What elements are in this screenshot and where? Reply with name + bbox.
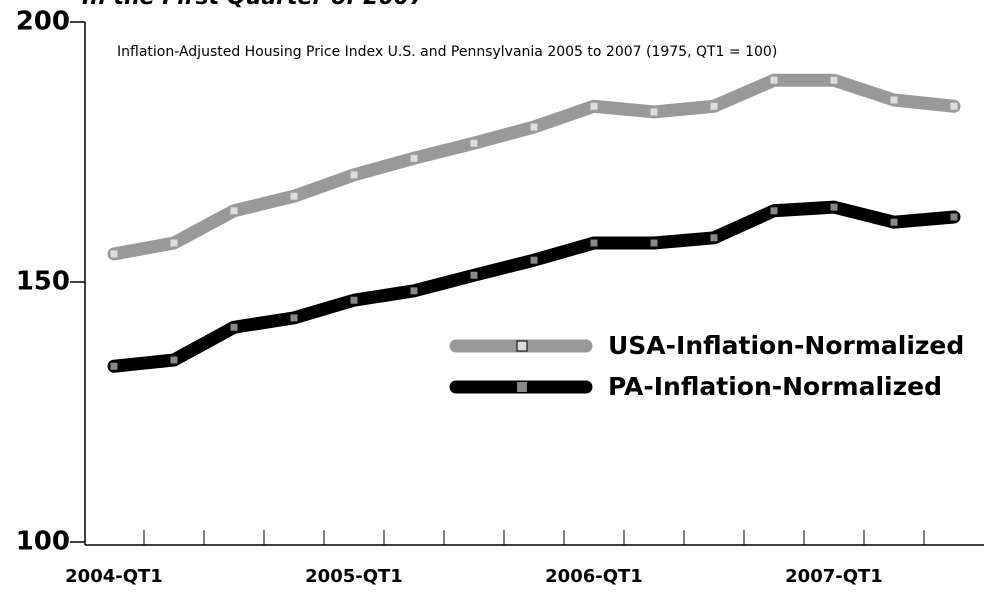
series-line <box>107 73 961 261</box>
legend-label: PA-Inflation-Normalized <box>608 372 942 401</box>
point-marker <box>110 362 118 370</box>
point-marker <box>590 102 598 110</box>
point-marker <box>890 218 898 226</box>
point-marker <box>170 356 178 364</box>
point-marker <box>830 203 838 211</box>
point-marker <box>890 96 898 104</box>
point-marker <box>290 314 298 322</box>
legend-marker <box>517 382 527 392</box>
point-marker <box>950 102 958 110</box>
y-tick-label: 100 <box>16 527 70 557</box>
point-marker <box>710 234 718 242</box>
point-marker <box>710 102 718 110</box>
x-tick-label: 2006-QT1 <box>545 566 643 587</box>
y-tick-label: 200 <box>16 7 70 37</box>
point-marker <box>950 213 958 221</box>
y-tick-label: 150 <box>16 267 70 297</box>
point-marker <box>290 192 298 200</box>
point-marker <box>110 250 118 258</box>
x-tick-label: 2007-QT1 <box>785 566 883 587</box>
point-marker <box>410 154 418 162</box>
legend-marker <box>516 340 528 352</box>
point-marker <box>470 271 478 279</box>
point-marker <box>350 171 358 179</box>
chart-title: In the First Quarter of 2007 <box>82 0 425 10</box>
x-tick-label: 2005-QT1 <box>305 566 403 587</box>
point-marker <box>530 256 538 264</box>
point-marker <box>830 76 838 84</box>
point-marker <box>470 139 478 147</box>
point-marker <box>770 76 778 84</box>
legend-label: USA-Inflation-Normalized <box>608 331 964 360</box>
point-marker <box>590 239 598 247</box>
point-marker <box>230 323 238 331</box>
point-marker <box>350 296 358 304</box>
chart-subtitle: Inflation-Adjusted Housing Price Index U… <box>117 44 777 60</box>
point-marker <box>410 287 418 295</box>
point-marker <box>650 108 658 116</box>
point-marker <box>230 207 238 215</box>
point-marker <box>170 239 178 247</box>
point-marker <box>650 239 658 247</box>
point-marker <box>770 207 778 215</box>
point-marker <box>530 123 538 131</box>
x-tick-label: 2004-QT1 <box>65 566 163 587</box>
